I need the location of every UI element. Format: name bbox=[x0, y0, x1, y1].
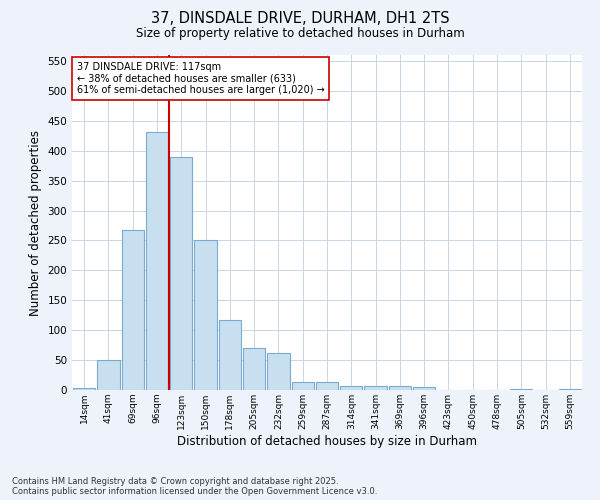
Bar bbox=[316, 382, 338, 390]
Bar bbox=[218, 320, 241, 390]
Bar bbox=[267, 353, 290, 390]
Y-axis label: Number of detached properties: Number of detached properties bbox=[29, 130, 42, 316]
Bar bbox=[559, 389, 581, 390]
Bar bbox=[364, 386, 387, 390]
Text: 37, DINSDALE DRIVE, DURHAM, DH1 2TS: 37, DINSDALE DRIVE, DURHAM, DH1 2TS bbox=[151, 11, 449, 26]
Bar bbox=[170, 156, 193, 390]
Text: Contains HM Land Registry data © Crown copyright and database right 2025.
Contai: Contains HM Land Registry data © Crown c… bbox=[12, 476, 377, 496]
Bar bbox=[73, 388, 95, 390]
Bar bbox=[413, 387, 436, 390]
Bar bbox=[389, 386, 411, 390]
Bar bbox=[243, 348, 265, 390]
Bar bbox=[97, 360, 119, 390]
Bar bbox=[194, 240, 217, 390]
Bar bbox=[122, 230, 144, 390]
Text: Size of property relative to detached houses in Durham: Size of property relative to detached ho… bbox=[136, 28, 464, 40]
Bar bbox=[146, 132, 168, 390]
Bar bbox=[292, 382, 314, 390]
Bar bbox=[510, 389, 532, 390]
Bar bbox=[340, 386, 362, 390]
Text: 37 DINSDALE DRIVE: 117sqm
← 38% of detached houses are smaller (633)
61% of semi: 37 DINSDALE DRIVE: 117sqm ← 38% of detac… bbox=[77, 62, 325, 96]
X-axis label: Distribution of detached houses by size in Durham: Distribution of detached houses by size … bbox=[177, 434, 477, 448]
